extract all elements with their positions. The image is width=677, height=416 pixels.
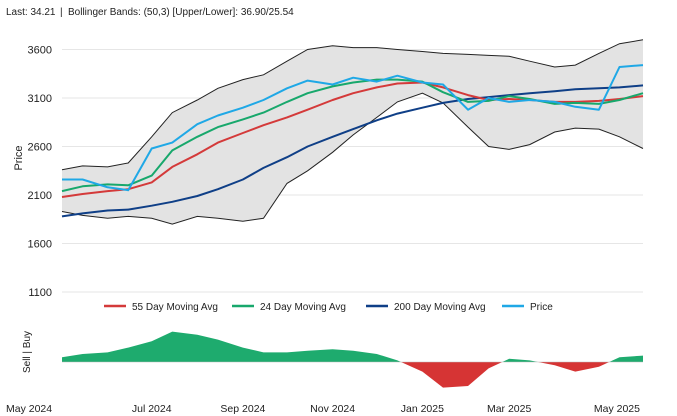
series-lines: [61, 64, 644, 218]
signal-label: Sell | Buy: [22, 331, 33, 373]
signal-area: [62, 331, 643, 388]
header-indicator: Bollinger Bands: (50,3) [Upper/Lower]: 3…: [68, 7, 294, 18]
x-tick-label: May 2025: [594, 403, 640, 415]
series-line-200-day-moving-avg: [61, 84, 644, 218]
x-tick-label: May 2024: [6, 403, 52, 415]
x-tick-label: Nov 2024: [310, 403, 355, 415]
y-tick-labels: 3600 3100 2600 2100 1600 1100: [28, 45, 52, 299]
x-tick-label: Sep 2024: [220, 403, 265, 415]
legend-label: 200 Day Moving Avg: [394, 302, 486, 313]
x-tick-label: Mar 2025: [487, 403, 532, 415]
band-fill: [62, 39, 643, 225]
y-tick-label: 1100: [28, 287, 52, 299]
legend-label: 24 Day Moving Avg: [260, 302, 346, 313]
bollinger-band: [61, 39, 644, 225]
header-last: Last: 34.21: [6, 7, 56, 18]
y-tick-label: 1600: [28, 239, 52, 251]
legend-label: 55 Day Moving Avg: [132, 302, 218, 313]
header-separator: |: [60, 7, 63, 18]
y-axis-label: Price: [13, 145, 25, 170]
legend-label: Price: [530, 302, 553, 313]
x-tick-labels: May 2024 Jul 2024 Sep 2024 Nov 2024 Jan 2025…: [6, 403, 640, 415]
legend: 55 Day Moving Avg 24 Day Moving Avg 200 Da…: [104, 302, 553, 313]
x-tick-label: Jan 2025: [401, 403, 444, 415]
upper-band-line: [61, 39, 644, 171]
x-tick-label: Jul 2024: [132, 403, 172, 415]
y-tick-label: 2100: [28, 190, 52, 202]
series-line-price: [62, 64, 644, 192]
buy-area: [62, 331, 643, 362]
y-tick-label: 3100: [28, 93, 52, 105]
lower-band-line: [61, 92, 644, 225]
y-tick-label: 2600: [28, 142, 52, 154]
sell-area: [62, 362, 643, 388]
y-tick-label: 3600: [28, 45, 52, 57]
